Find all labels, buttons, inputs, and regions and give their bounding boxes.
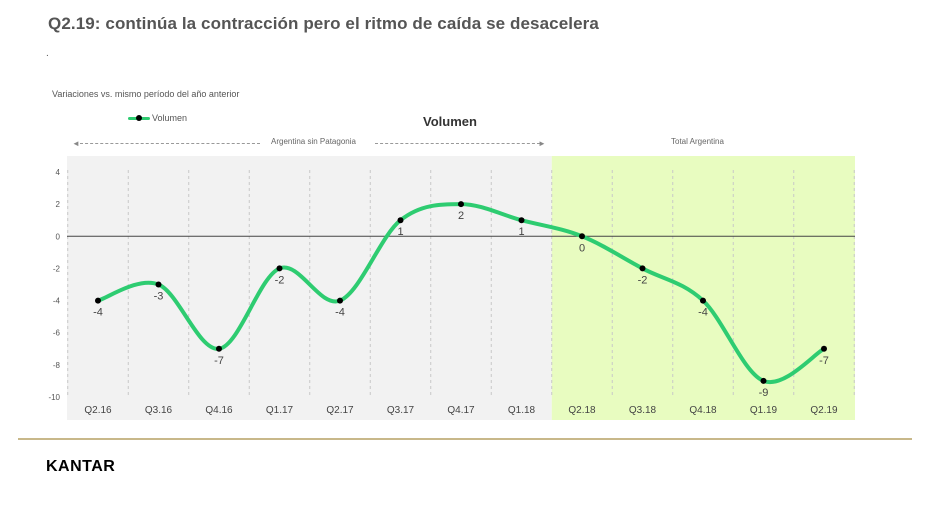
y-tick-label: 0 xyxy=(56,232,61,241)
legend-swatch xyxy=(128,113,150,123)
legend-label: Volumen xyxy=(152,113,188,123)
data-point xyxy=(155,281,162,288)
data-point xyxy=(95,297,101,304)
data-point xyxy=(397,217,404,224)
x-tick-label: Q2.19 xyxy=(810,405,838,416)
region-label-left: Argentina sin Patagonia xyxy=(271,137,356,146)
data-point xyxy=(337,297,343,304)
chart-title: Volumen xyxy=(423,114,477,129)
data-point xyxy=(821,345,827,352)
y-tick-label: -6 xyxy=(53,329,61,338)
data-point xyxy=(518,217,525,224)
data-point xyxy=(458,201,464,208)
region-left-dash-a xyxy=(80,143,260,144)
footer-divider xyxy=(18,438,912,440)
y-tick-label: -8 xyxy=(53,361,61,370)
x-tick-label: Q2.17 xyxy=(326,405,354,416)
chart-subtitle: Variaciones vs. mismo período del año an… xyxy=(52,89,240,99)
data-label: -7 xyxy=(819,355,829,367)
region-left-dash-b xyxy=(375,143,540,144)
data-point xyxy=(579,233,585,240)
data-point xyxy=(760,377,767,384)
x-tick-label: Q4.18 xyxy=(689,405,717,416)
chart-legend: Volumen xyxy=(128,113,187,123)
data-label: -3 xyxy=(154,291,164,303)
y-tick-label: -10 xyxy=(48,393,60,402)
data-point xyxy=(700,297,706,304)
data-label: 1 xyxy=(397,226,403,238)
x-tick-label: Q1.18 xyxy=(508,405,536,416)
data-label: -9 xyxy=(759,387,769,399)
x-tick-label: Q1.19 xyxy=(750,405,778,416)
data-label: -4 xyxy=(335,307,345,319)
y-tick-label: 4 xyxy=(56,168,61,177)
y-tick-label: -4 xyxy=(53,297,61,306)
data-label: -2 xyxy=(638,274,648,286)
x-tick-label: Q3.16 xyxy=(145,405,173,416)
data-point xyxy=(639,265,646,272)
data-label: -7 xyxy=(214,355,224,367)
x-tick-label: Q1.17 xyxy=(266,405,294,416)
data-point xyxy=(276,265,283,272)
x-tick-label: Q2.16 xyxy=(84,405,112,416)
data-label: 2 xyxy=(458,210,464,222)
x-tick-label: Q3.17 xyxy=(387,405,415,416)
region-label-right: Total Argentina xyxy=(671,137,724,146)
region-left-arrowhead: ◄ xyxy=(72,139,80,148)
y-tick-label: -2 xyxy=(53,264,61,273)
y-tick-label: 2 xyxy=(56,200,61,209)
x-tick-label: Q2.18 xyxy=(568,405,596,416)
kantar-logo: KANTAR xyxy=(46,458,116,475)
region-right-arrowhead: ► xyxy=(538,139,546,148)
data-label: 0 xyxy=(579,242,585,254)
x-tick-label: Q4.17 xyxy=(447,405,475,416)
data-label: -2 xyxy=(275,274,285,286)
slide-mark: . xyxy=(46,48,49,59)
highlight-region xyxy=(551,156,855,420)
data-label: -4 xyxy=(93,307,103,319)
data-label: 1 xyxy=(518,226,524,238)
data-point xyxy=(216,345,222,352)
x-tick-label: Q4.16 xyxy=(205,405,233,416)
data-label: -4 xyxy=(698,307,708,319)
slide-title: Q2.19: continúa la contracción pero el r… xyxy=(48,14,599,33)
x-tick-label: Q3.18 xyxy=(629,405,657,416)
